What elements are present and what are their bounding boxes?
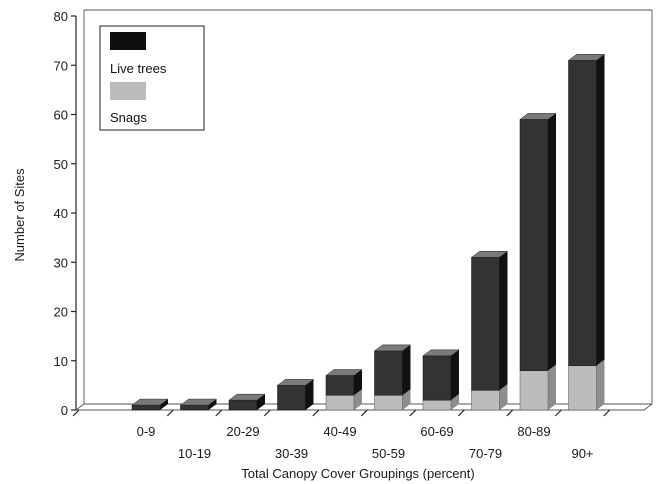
x-tick — [166, 409, 174, 417]
bar-live-trees — [325, 375, 355, 396]
x-tick — [312, 409, 320, 417]
legend-label-snags: Snags — [110, 110, 147, 125]
y-tick-label: 40 — [54, 206, 68, 221]
bar-side-live-trees — [305, 379, 314, 410]
bar-top — [519, 113, 557, 120]
legend-swatch-live-trees — [110, 32, 146, 50]
bar-side-snags — [451, 394, 459, 410]
bar-group — [325, 369, 363, 411]
bar-live-trees — [374, 350, 403, 396]
bar-live-trees — [277, 385, 306, 411]
x-tick-label: 10-19 — [178, 446, 211, 461]
legend-label-live-trees: Live trees — [110, 61, 167, 76]
bar-top — [325, 369, 363, 376]
bar-snags — [471, 390, 500, 411]
bar-group — [470, 251, 509, 411]
back-wall-left-edge — [75, 10, 85, 411]
axes: 0 10 20 30 40 50 60 70 80 0-9 10-19 20-29 30-39 40-49… — [54, 9, 611, 461]
floor-front-edge — [76, 403, 653, 411]
bar-top — [228, 393, 266, 401]
bar-side-live-trees — [354, 369, 362, 396]
bar-group — [276, 379, 315, 411]
bar-group — [131, 398, 169, 411]
bar-group — [228, 393, 266, 411]
x-tick-label: 50-59 — [372, 446, 405, 461]
y-tick-label: 30 — [54, 255, 68, 270]
x-tick-label: 20-29 — [226, 424, 259, 439]
bar-snags — [422, 399, 452, 411]
bar-snags — [374, 394, 403, 411]
x-tick-label: 60-69 — [420, 424, 453, 439]
bar-live-trees — [180, 404, 209, 411]
x-tick-label: 80-89 — [517, 424, 550, 439]
bar-live-trees — [131, 404, 161, 411]
bar-group — [422, 349, 460, 411]
bar-top — [373, 344, 412, 352]
bar-group — [373, 344, 412, 411]
x-tick-label: 70-79 — [469, 446, 502, 461]
bar-side-live-trees — [402, 344, 411, 396]
y-tick-label: 0 — [61, 403, 68, 418]
x-tick — [215, 409, 223, 417]
x-tick — [263, 409, 271, 417]
bar-top — [131, 398, 169, 406]
bar-side-live-trees — [257, 394, 265, 410]
plot-frame — [75, 9, 653, 411]
x-tick-label: 0-9 — [137, 424, 156, 439]
bar-live-trees — [568, 60, 597, 366]
y-tick-label: 20 — [54, 305, 68, 320]
y-tick-label: 60 — [54, 108, 68, 123]
bar-top — [276, 379, 315, 386]
y-tick-label: 80 — [54, 9, 68, 24]
bar-snags — [519, 370, 549, 411]
bar-side-live-trees — [548, 113, 556, 371]
bar-group — [519, 113, 557, 411]
x-tick — [409, 409, 417, 417]
bar-side-live-trees — [160, 399, 168, 410]
bar-live-trees — [471, 257, 500, 391]
bar-side-snags — [596, 359, 605, 410]
bar-live-trees — [228, 399, 258, 411]
bar-snags — [568, 365, 597, 411]
y-tick-label: 50 — [54, 157, 68, 172]
y-tick-label: 70 — [54, 58, 68, 73]
bar-side-snags — [548, 364, 556, 410]
bar-group — [179, 398, 218, 411]
bar-side-live-trees — [208, 399, 217, 410]
legend-swatch-snags — [110, 82, 146, 100]
bar-side-snags — [499, 384, 508, 410]
bar-side-live-trees — [451, 349, 459, 401]
legend: Live trees Snags — [99, 25, 205, 131]
bar-top — [470, 251, 509, 258]
x-tick-label: 40-49 — [323, 424, 356, 439]
bar-top — [567, 54, 606, 61]
bar-top — [179, 398, 218, 406]
bar-side-live-trees — [596, 54, 605, 366]
bar-side-live-trees — [499, 251, 508, 391]
x-tick — [554, 409, 562, 417]
bar-side-snags — [402, 389, 411, 410]
x-tick — [72, 409, 80, 417]
bar-snags — [325, 394, 355, 411]
bar-top — [422, 349, 460, 357]
x-axis-title: Total Canopy Cover Groupings (percent) — [241, 466, 474, 481]
bars — [131, 54, 606, 411]
y-tick-label: 10 — [54, 354, 68, 369]
y-axis-title: Number of Sites — [12, 168, 27, 262]
x-tick — [603, 409, 611, 417]
x-tick — [360, 409, 368, 417]
x-tick-label: 30-39 — [275, 446, 308, 461]
bar-group — [567, 54, 606, 411]
bar-live-trees — [422, 355, 452, 401]
x-tick — [506, 409, 514, 417]
x-tick — [457, 409, 465, 417]
bar-live-trees — [519, 119, 549, 371]
bar-side-snags — [354, 389, 362, 410]
x-tick-label: 90+ — [571, 446, 593, 461]
